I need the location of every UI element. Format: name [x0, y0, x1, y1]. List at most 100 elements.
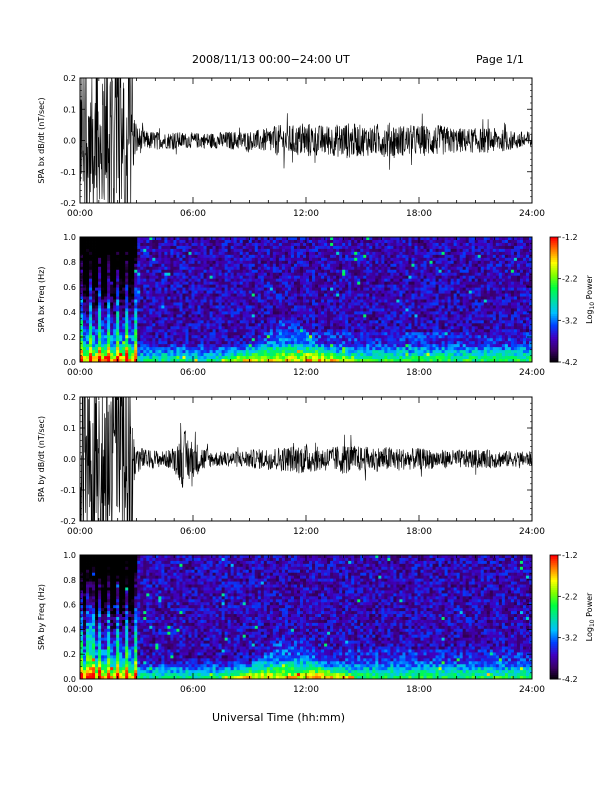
- heatmap-cell: [387, 323, 391, 327]
- heatmap-cell: [420, 308, 424, 312]
- heatmap-cell: [206, 272, 210, 277]
- heatmap-cell: [399, 317, 403, 321]
- heatmap-cell: [179, 299, 183, 303]
- heatmap-cell: [224, 350, 229, 354]
- heatmap-cell: [146, 329, 150, 333]
- heatmap-cell: [321, 299, 325, 303]
- heatmap-cell: [396, 329, 400, 333]
- heatmap-cell: [182, 266, 186, 271]
- heatmap-cell: [372, 308, 376, 312]
- heatmap-cell: [330, 323, 334, 327]
- heatmap-cell: [110, 290, 114, 294]
- heatmap-cell: [131, 251, 135, 256]
- heatmap-cell: [182, 254, 186, 259]
- heatmap-cell: [324, 260, 328, 265]
- heatmap-cell: [143, 314, 147, 318]
- heatmap-cell: [167, 239, 171, 244]
- heatmap-cell: [375, 248, 379, 253]
- heatmap-cell: [101, 305, 105, 309]
- heatmap-cell: [257, 263, 262, 268]
- heatmap-cell: [378, 293, 382, 297]
- heatmap-cell: [137, 248, 141, 253]
- heatmap-cell: [263, 293, 268, 297]
- heatmap-cell: [125, 266, 129, 271]
- heatmap-cell: [387, 317, 391, 321]
- heatmap-cell: [122, 242, 126, 247]
- heatmap-cell: [378, 317, 382, 321]
- heatmap-cell: [206, 317, 210, 321]
- heatmap-cell: [191, 272, 195, 277]
- heatmap-cell: [146, 251, 150, 256]
- heatmap-cell: [312, 237, 316, 241]
- heatmap-cell: [299, 237, 304, 241]
- heatmap-cell: [387, 341, 391, 345]
- heatmap-cell: [351, 287, 355, 291]
- heatmap-cell: [92, 332, 96, 336]
- heatmap-cell: [218, 344, 223, 348]
- heatmap-cell: [134, 302, 138, 306]
- heatmap-cell: [209, 263, 213, 268]
- heatmap-cell: [399, 347, 403, 351]
- heatmap-cell: [333, 296, 337, 300]
- heatmap-cell: [146, 302, 150, 306]
- heatmap-cell: [324, 320, 328, 324]
- heatmap-cell: [128, 311, 132, 315]
- heatmap-cell: [309, 350, 313, 354]
- heatmap-cell: [116, 314, 120, 318]
- heatmap-cell: [137, 299, 141, 303]
- heatmap-cell: [215, 290, 220, 294]
- heatmap-cell: [89, 308, 93, 312]
- heatmap-cell: [348, 242, 352, 247]
- heatmap-cell: [263, 344, 268, 348]
- heatmap-cell: [182, 275, 186, 280]
- heatmap-cell: [272, 266, 277, 271]
- heatmap-cell: [315, 239, 319, 244]
- heatmap-cell: [131, 314, 135, 318]
- heatmap-cell: [357, 320, 361, 324]
- heatmap-cell: [230, 353, 235, 357]
- heatmap-cell: [224, 302, 229, 306]
- heatmap-cell: [134, 237, 138, 241]
- heatmap-cell: [203, 278, 207, 283]
- heatmap-cell: [89, 356, 93, 360]
- heatmap-cell: [393, 335, 397, 339]
- heatmap-cell: [83, 317, 87, 321]
- heatmap-cell: [281, 299, 286, 303]
- heatmap-cell: [281, 359, 286, 363]
- heatmap-cell: [390, 254, 394, 259]
- heatmap-cell: [95, 359, 99, 363]
- heatmap-cell: [167, 254, 171, 259]
- heatmap-cell: [272, 281, 277, 286]
- heatmap-cell: [339, 329, 343, 333]
- heatmap-cell: [299, 353, 304, 357]
- heatmap-cell: [342, 248, 346, 253]
- heatmap-cell: [140, 287, 144, 291]
- heatmap-cell: [104, 311, 108, 315]
- heatmap-cell: [131, 338, 135, 342]
- heatmap-cell: [230, 332, 235, 336]
- heatmap-cell: [95, 293, 99, 297]
- heatmap-cell: [197, 341, 201, 345]
- heatmap-cell: [263, 263, 268, 268]
- heatmap-cell: [405, 308, 409, 312]
- heatmap-cell: [309, 299, 313, 303]
- heatmap-cell: [149, 347, 153, 351]
- heatmap-cell: [170, 281, 174, 286]
- heatmap-cell: [134, 329, 138, 333]
- heatmap-cell: [327, 323, 331, 327]
- heatmap-cell: [80, 332, 84, 336]
- heatmap-cell: [125, 326, 129, 330]
- heatmap-cell: [266, 239, 271, 244]
- heatmap-cell: [131, 308, 135, 312]
- heatmap-cell: [263, 332, 268, 336]
- heatmap-cell: [417, 293, 421, 297]
- heatmap-cell: [179, 275, 183, 280]
- heatmap-cell: [170, 260, 174, 265]
- heatmap-cell: [257, 329, 262, 333]
- heatmap-cell: [215, 287, 220, 291]
- heatmap-cell: [330, 347, 334, 351]
- heatmap-cell: [107, 281, 111, 286]
- heatmap-cell: [248, 248, 253, 253]
- heatmap-cell: [423, 254, 427, 259]
- heatmap-cell: [245, 254, 250, 259]
